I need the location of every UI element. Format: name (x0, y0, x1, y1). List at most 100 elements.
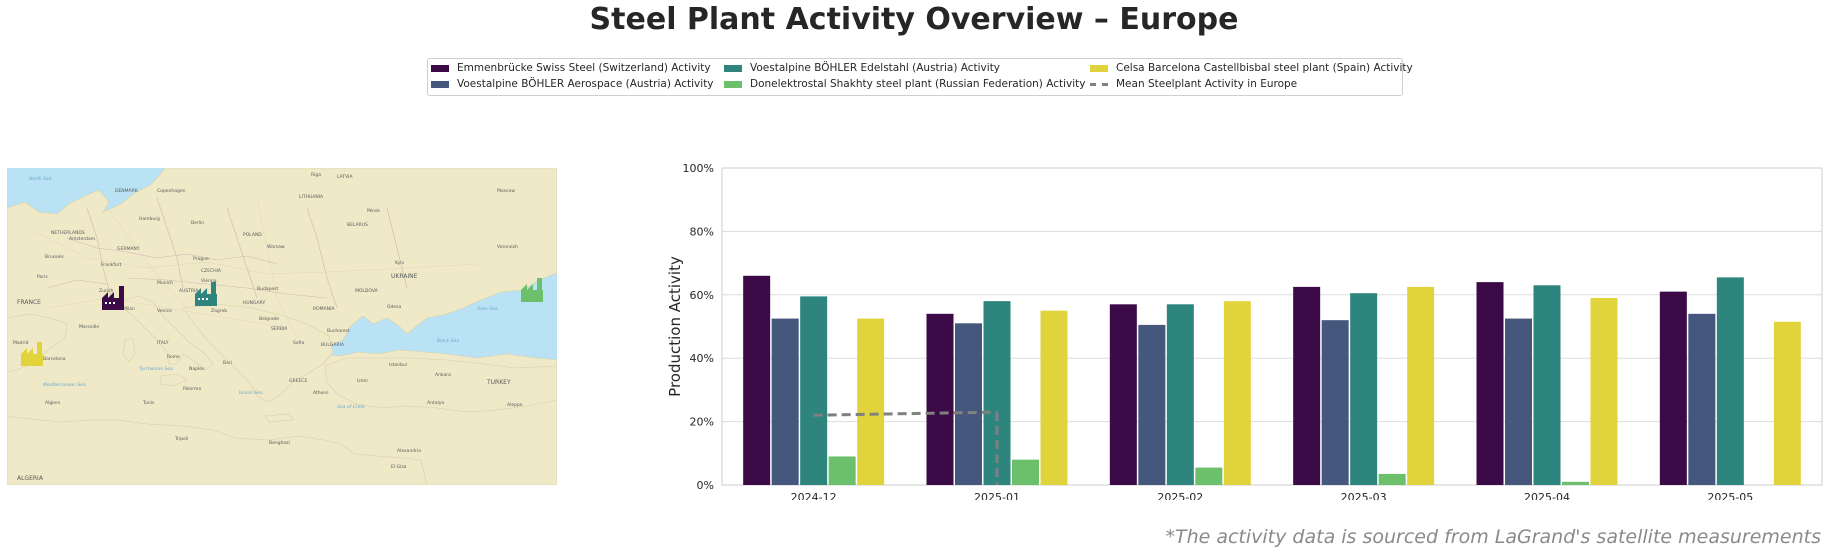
map-label: LATVIA (337, 174, 353, 180)
map-label: UKRAINE (391, 273, 418, 280)
legend: Emmenbrücke Swiss Steel (Switzerland) Ac… (427, 58, 1413, 96)
map-label: Munich (157, 280, 173, 286)
bar (1716, 277, 1744, 485)
legend-item-emmenbrucke: Emmenbrücke Swiss Steel (Switzerland) Ac… (431, 62, 711, 74)
legend-item-edelstahl: Voestalpine BÖHLER Edelstahl (Austria) A… (724, 62, 1000, 74)
map-canvas: North Sea DENMARK Copenhagen LATVIA Riga… (7, 168, 557, 485)
factory-icon-voestalpine (195, 282, 217, 306)
bar (1378, 473, 1406, 485)
europe-map: North Sea DENMARK Copenhagen LATVIA Riga… (7, 168, 557, 485)
map-label: Palermo (183, 386, 201, 392)
source-footnote: *The activity data is sourced from LaGra… (1165, 526, 1821, 548)
plot-frame (721, 167, 1823, 486)
map-label: Hamburg (139, 216, 160, 222)
bar (1012, 459, 1039, 485)
map-label: Riga (311, 172, 321, 178)
legend-label: Voestalpine BÖHLER Edelstahl (Austria) A… (750, 62, 1001, 74)
map-label: BELARUS (347, 222, 368, 228)
map-label: Moscow (497, 188, 515, 194)
map-label: Kyiv (395, 260, 405, 266)
map-label: Mediterranean Sea (43, 382, 86, 388)
map-label: Barcelona (43, 356, 66, 362)
map-label: Bari (223, 360, 232, 366)
map-label: Belgrade (259, 316, 279, 322)
crete (264, 413, 294, 423)
map-label: SERBIA (271, 326, 288, 332)
bar (1166, 304, 1194, 485)
legend-label: Donelektrostal Shakhty steel plant (Russ… (750, 78, 1086, 90)
map-label: Tripoli (174, 436, 188, 442)
legend-swatch (724, 80, 742, 88)
map-label: Ionian Sea (239, 390, 263, 396)
balkans (182, 303, 334, 403)
map-label: Tunis (142, 400, 155, 406)
sicily (160, 373, 188, 387)
bar (1476, 282, 1504, 485)
map-label: Frankfurt (101, 262, 122, 268)
legend-swatch (724, 64, 742, 72)
mean-line (813, 410, 998, 417)
legend-item-donelektrostal: Donelektrostal Shakhty steel plant (Russ… (724, 78, 1086, 90)
x-tick-label: 2025-03 (1341, 491, 1387, 500)
map-label: ALGERIA (17, 475, 44, 482)
map-label: Paris (37, 274, 48, 280)
map-label: Budapest (257, 286, 279, 292)
map-label: Zurich (99, 288, 114, 294)
map-label: HUNGARY (243, 300, 265, 306)
bar (800, 296, 828, 485)
map-label: Antalya (427, 400, 444, 406)
map-label: Ankara (435, 372, 451, 378)
x-tick-label: 2025-04 (1524, 491, 1570, 500)
map-label: MOLDOVA (355, 288, 379, 294)
bar (743, 275, 771, 485)
map-label: CZECHIA (201, 268, 222, 274)
italy (122, 295, 214, 371)
map-label: Copenhagen (157, 188, 186, 194)
map-label: Izmir (357, 378, 368, 384)
y-tick-label: 80% (690, 225, 714, 238)
map-label: Tyrrhenian Sea (139, 366, 173, 372)
map-labels: North Sea DENMARK Copenhagen LATVIA Riga… (13, 172, 523, 482)
map-label: FRANCE (17, 299, 41, 306)
x-tick-label: 2025-02 (1157, 491, 1203, 500)
y-axis-label: Production Activity (666, 256, 684, 397)
map-label: LITHUANIA (299, 194, 324, 200)
map-label: Zagreb (211, 308, 227, 314)
map-label: Berlin (191, 220, 204, 226)
legend-label: Celsa Barcelona Castellbisbal steel plan… (1116, 62, 1413, 74)
sardinia (122, 337, 136, 363)
map-label: Sofia (293, 340, 304, 346)
bar (1659, 291, 1687, 485)
map-label: Brussels (45, 254, 64, 260)
map-label: Sea of Crete (337, 404, 365, 410)
x-tick-label: 2025-01 (974, 491, 1020, 500)
bar (1562, 481, 1589, 485)
map-label: Odesa (387, 304, 402, 310)
map-label: BULGARIA (321, 342, 345, 348)
map-label: TURKEY (486, 379, 511, 386)
map-label: Aleppo (507, 402, 523, 408)
map-label: Vienna (201, 278, 217, 284)
map-label: NETHERLANDS (51, 230, 85, 236)
bar (1533, 285, 1561, 485)
bar (1773, 321, 1801, 485)
map-label: Warsaw (267, 244, 285, 250)
map-label: ROMANIA (313, 306, 335, 312)
bar (1321, 320, 1349, 485)
bar (1138, 324, 1166, 485)
map-label: Marseille (79, 324, 99, 330)
map-label: Amsterdam (69, 236, 95, 242)
factory-icon-celsa (21, 342, 43, 366)
legend-label: Voestalpine BÖHLER Aerospace (Austria) A… (457, 78, 714, 90)
map-label: GERMANY (117, 246, 140, 252)
map-label: Athens (313, 390, 329, 396)
x-tick-label: 2024-12 (791, 491, 837, 500)
map-roads (26, 197, 478, 339)
map-label: Rome (167, 354, 180, 360)
bar (1688, 313, 1716, 485)
map-label: Voronezh (497, 244, 518, 250)
map-label: ITALY (157, 340, 169, 346)
bar (1350, 293, 1378, 485)
map-label: Minsk (367, 208, 380, 214)
bar (828, 456, 856, 485)
